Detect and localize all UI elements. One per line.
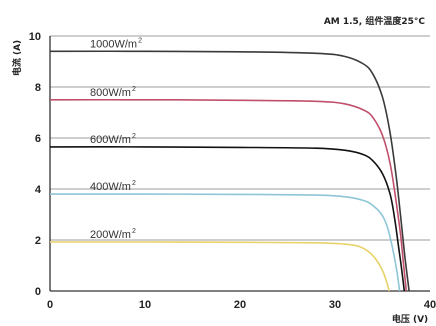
series-label-sup: 2	[132, 133, 136, 140]
x-axis-title: 电压 (V)	[392, 313, 428, 325]
y-tick-label-4: 4	[35, 184, 42, 196]
grid-layer	[50, 35, 430, 241]
y-tick-label-0: 0	[35, 286, 41, 298]
x-tick-label-40: 40	[424, 299, 436, 311]
x-tick-label-0: 0	[47, 299, 53, 311]
series-line-1000wm	[49, 50, 410, 292]
y-tick-label-10: 10	[29, 31, 41, 43]
series-label-400wm: 400W/m	[90, 181, 131, 193]
x-tick-label-20: 20	[234, 299, 246, 311]
y-axis-title: 电流 (A)	[11, 40, 23, 76]
x-tick-label-10: 10	[139, 299, 151, 311]
series-label-800wm: 800W/m	[90, 87, 131, 99]
series-label-600wm: 600W/m	[90, 134, 131, 146]
series-label-sup: 2	[132, 86, 136, 93]
y-tick-label-6: 6	[35, 133, 41, 145]
series-label-200wm: 200W/m	[90, 229, 131, 241]
y-tick-label-8: 8	[35, 82, 41, 94]
series-label-sup: 2	[138, 37, 142, 44]
series-line-800wm	[49, 98, 408, 292]
x-tick-label-30: 30	[329, 299, 341, 311]
series-label-1000wm: 1000W/m	[90, 38, 137, 50]
axis-layer: 0 2 4 6 8 10 0 10 20 30 40	[29, 31, 436, 311]
series-layer	[49, 50, 410, 292]
series-label-sup: 2	[132, 180, 136, 187]
series-label-sup: 2	[132, 228, 136, 235]
chart-title: AM 1.5, 组件温度25°C	[324, 15, 426, 27]
y-tick-label-2: 2	[35, 235, 41, 247]
series-line-200wm	[49, 241, 390, 292]
series-line-600wm	[49, 146, 406, 292]
series-line-400wm	[50, 193, 401, 292]
